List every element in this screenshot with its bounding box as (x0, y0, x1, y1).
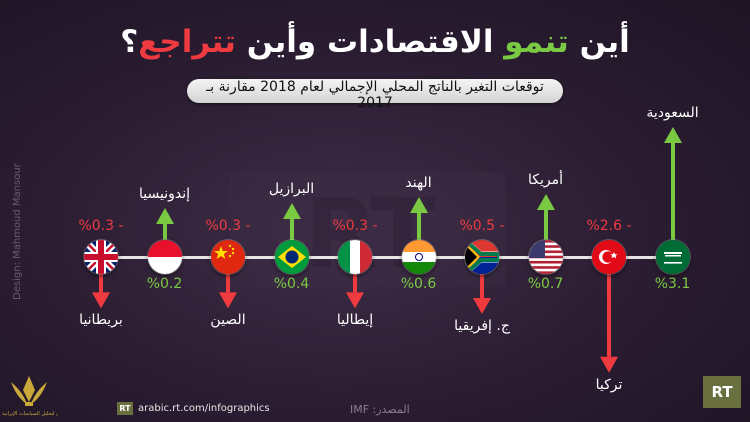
india-flag-icon (401, 240, 436, 274)
country-label-india: الهند (405, 175, 432, 192)
country-label-indonesia: إندونيسيا (139, 186, 190, 203)
country-label-uk: بريطانيا (79, 312, 123, 329)
turkey-flag-icon (592, 240, 626, 274)
title-grow-word: تنمو (504, 24, 569, 60)
rt-footer-logo: RT (117, 402, 133, 415)
italy-flag-icon (338, 240, 372, 274)
country-label-brazil: البرازيل (268, 180, 315, 197)
country-label-china: الصين (210, 312, 246, 329)
value-label-turkey: - %2.6 (586, 218, 632, 234)
country-label-usa: أمريكا (527, 172, 563, 189)
saudi-flag-icon (655, 240, 690, 274)
uk-flag-icon (84, 240, 118, 274)
country-label-south-africa: ج. إفريقيا (454, 318, 510, 334)
value-label-indonesia: %0.2 (146, 276, 183, 292)
arrow-brazil (282, 202, 301, 240)
china-flag-icon (211, 240, 245, 274)
arrow-uk (92, 274, 110, 309)
value-label-india: %0.6 (400, 276, 437, 292)
value-label-south-africa: - %0.5 (459, 218, 505, 234)
subtitle-pill: توقعات التغير بالناتج المحلي الإجمالي لع… (187, 79, 563, 111)
arrow-indonesia (155, 208, 174, 240)
title-part-1: أين (568, 24, 630, 60)
usa-flag-icon (528, 240, 563, 274)
page-title: أين تنمو الاقتصادات وأين تتراجع؟ (0, 24, 750, 60)
title-qmark: ؟ (120, 24, 139, 60)
arrow-china (219, 274, 237, 309)
value-label-brazil: %0.4 (273, 276, 310, 292)
chart-axis-line (95, 256, 671, 259)
country-label-turkey: تركيا (595, 376, 623, 393)
country-label-italy: إيطاليا (336, 312, 374, 329)
arrow-india (409, 197, 428, 240)
title-decline-word: تتراجع (138, 24, 236, 60)
designer-credit: Design: Mahmoud Mansour (12, 163, 23, 300)
rt-corner-logo: RT (703, 376, 741, 408)
forum-emblem-text: المنتدى العربي لتحليل السياسات الإيرانية (2, 411, 58, 417)
forum-emblem-icon (11, 376, 47, 406)
arrow-south-africa (473, 274, 491, 314)
brazil-flag-icon (274, 240, 309, 274)
title-part-2: الاقتصادات وأين (235, 24, 505, 60)
value-label-saudi: %3.1 (654, 276, 691, 292)
footer-url[interactable]: arabic.rt.com/infographics (138, 403, 270, 414)
arrow-turkey (600, 274, 618, 373)
arrow-usa (536, 194, 555, 240)
arrow-italy (346, 274, 364, 309)
indonesia-flag-icon (147, 240, 182, 274)
value-label-uk: - %0.3 (78, 218, 124, 234)
south-africa-flag-icon (465, 240, 499, 274)
arrow-saudi (663, 127, 682, 240)
footer-source: المصدر: IMF (350, 403, 410, 416)
country-label-saudi: السعودية (646, 105, 699, 122)
value-label-italy: - %0.3 (332, 218, 378, 234)
value-label-usa: %0.7 (527, 276, 564, 292)
value-label-china: - %0.3 (205, 218, 251, 234)
